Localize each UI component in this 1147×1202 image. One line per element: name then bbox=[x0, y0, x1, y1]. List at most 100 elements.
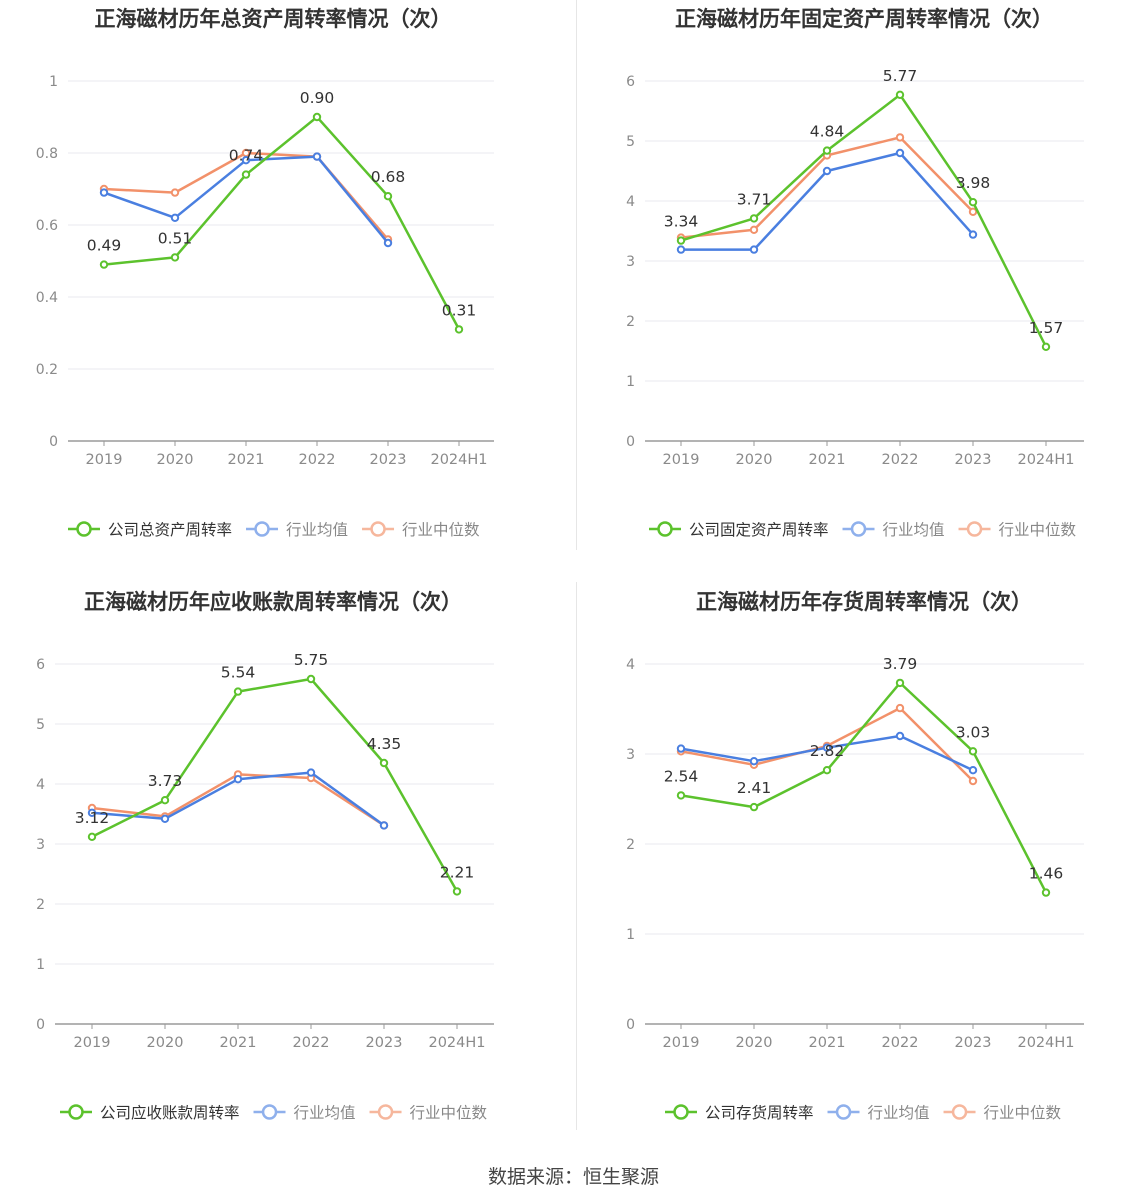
legend-marker-company bbox=[657, 521, 673, 537]
chart-svg: 正海磁材历年应收账款周转率情况（次） 0 1 2 3 4 5 6 2019 2020 2021 202… bbox=[36, 590, 494, 1122]
x-tick-label: 2024H1 bbox=[1017, 1035, 1074, 1051]
chart-receivable-turnover: 正海磁材历年应收账款周转率情况（次） 0 1 2 3 4 5 6 2019 2020 2021 202… bbox=[0, 583, 560, 1143]
y-tick-label: 2 bbox=[36, 897, 45, 913]
legend-label-company: 公司存货周转率 bbox=[705, 1104, 814, 1122]
chart-fixed-asset-turnover: 正海磁材历年固定资产周转率情况（次） 0 1 2 3 4 5 6 2019 2020 2021 202… bbox=[577, 0, 1137, 560]
chart-inventory-turnover: 正海磁材历年存货周转率情况（次） 0 1 2 3 4 2019 2020 2021 2022 202… bbox=[577, 583, 1137, 1143]
data-label: 2.54 bbox=[664, 767, 699, 785]
data-point-avg bbox=[170, 213, 180, 223]
x-tick-label: 2024H1 bbox=[430, 452, 487, 468]
data-point-company bbox=[1041, 342, 1051, 351]
data-label: 4.84 bbox=[810, 123, 845, 141]
data-label: 0.51 bbox=[158, 229, 193, 247]
legend-label-company: 公司应收账款周转率 bbox=[100, 1103, 240, 1122]
data-point-company bbox=[749, 802, 759, 812]
legend-label-avg: 行业均值 bbox=[286, 521, 348, 539]
x-tick-label: 2024H1 bbox=[428, 1035, 485, 1051]
data-point-avg bbox=[968, 766, 978, 775]
data-point-median bbox=[968, 207, 978, 217]
y-tick-label: 4 bbox=[626, 657, 635, 673]
data-point-avg bbox=[968, 230, 978, 239]
chart-total-asset-turnover: 正海磁材历年总资产周转率情况（次） 0 0.2 0.4 0.6 0.8 1 2019 2020 2… bbox=[0, 0, 560, 560]
data-point-company bbox=[1041, 888, 1051, 897]
y-tick-label: 1 bbox=[49, 74, 58, 90]
y-tick-label: 3 bbox=[36, 837, 45, 853]
data-point-median bbox=[968, 776, 978, 786]
series-line-company bbox=[680, 681, 1048, 894]
data-source-footer: 数据来源：恒生聚源 bbox=[487, 1166, 659, 1188]
data-point-avg bbox=[160, 814, 170, 824]
data-point-avg bbox=[241, 156, 251, 165]
y-tick-label: 5 bbox=[626, 134, 635, 150]
data-point-avg bbox=[676, 245, 686, 254]
x-tick-label: 2020 bbox=[157, 452, 194, 468]
y-tick-label: 5 bbox=[36, 717, 45, 733]
x-tick-label: 2021 bbox=[809, 452, 846, 468]
y-tick-label: 1 bbox=[626, 374, 635, 390]
data-point-company bbox=[676, 791, 686, 800]
legend-label-median: 行业中位数 bbox=[984, 1104, 1062, 1122]
legend-marker-company bbox=[68, 1104, 84, 1120]
data-point-company bbox=[968, 198, 978, 207]
data-point-median bbox=[895, 133, 905, 142]
y-tick-label: 1 bbox=[626, 927, 635, 943]
data-point-avg bbox=[676, 744, 686, 753]
legend-marker-median bbox=[377, 1104, 394, 1120]
legend-label-median: 行业中位数 bbox=[410, 1104, 488, 1122]
data-point-company bbox=[452, 887, 462, 896]
data-label: 2.41 bbox=[737, 779, 772, 797]
y-tick-label: 0.6 bbox=[36, 218, 58, 234]
data-point-avg bbox=[379, 821, 389, 830]
y-tick-label: 3 bbox=[626, 747, 635, 763]
data-label: 3.12 bbox=[75, 809, 110, 827]
legend-marker-avg bbox=[835, 1104, 852, 1120]
x-tick-label: 2022 bbox=[882, 1035, 919, 1051]
legend-label-avg: 行业均值 bbox=[883, 521, 945, 539]
x-tick-label: 2021 bbox=[809, 1035, 846, 1051]
legend-label-median: 行业中位数 bbox=[999, 521, 1077, 539]
x-tick-label: 2019 bbox=[663, 1035, 700, 1051]
y-tick-label: 4 bbox=[36, 777, 45, 793]
data-point-avg bbox=[822, 166, 832, 176]
y-tick-label: 2 bbox=[626, 314, 635, 330]
y-tick-label: 4 bbox=[626, 194, 635, 210]
legend-marker-company bbox=[673, 1104, 689, 1120]
chart-title: 正海磁材历年总资产周转率情况（次） bbox=[95, 7, 452, 31]
chart-title: 正海磁材历年应收账款周转率情况（次） bbox=[84, 590, 462, 614]
data-label: 5.54 bbox=[221, 664, 256, 682]
data-point-avg bbox=[306, 768, 316, 777]
legend-label-avg: 行业均值 bbox=[868, 1104, 930, 1122]
data-label: 0.90 bbox=[300, 89, 335, 107]
x-tick-label: 2019 bbox=[86, 452, 123, 468]
data-point-company bbox=[968, 747, 978, 756]
x-tick-label: 2023 bbox=[370, 452, 407, 468]
x-tick-label: 2019 bbox=[74, 1035, 111, 1051]
x-tick-label: 2020 bbox=[736, 452, 773, 468]
data-point-company bbox=[383, 192, 393, 201]
legend-marker-avg bbox=[261, 1104, 278, 1120]
data-point-company bbox=[87, 832, 97, 842]
y-tick-label: 6 bbox=[626, 74, 635, 90]
legend-label-median: 行业中位数 bbox=[402, 521, 480, 539]
x-tick-label: 2023 bbox=[366, 1035, 403, 1051]
data-point-median bbox=[895, 703, 905, 713]
data-point-company bbox=[895, 90, 905, 100]
y-tick-label: 0 bbox=[36, 1017, 45, 1033]
y-tick-label: 0.8 bbox=[36, 146, 58, 162]
series-line-avg bbox=[103, 155, 389, 244]
panel-divider-bottom bbox=[576, 582, 577, 1130]
data-point-avg bbox=[99, 188, 109, 197]
data-point-avg bbox=[233, 775, 243, 784]
data-point-company bbox=[454, 325, 464, 334]
x-tick-label: 2022 bbox=[299, 452, 336, 468]
legend-marker-avg bbox=[254, 521, 270, 537]
data-label: 2.21 bbox=[440, 863, 475, 881]
y-tick-label: 6 bbox=[36, 657, 45, 673]
data-point-company bbox=[233, 687, 243, 696]
x-tick-label: 2021 bbox=[220, 1035, 257, 1051]
x-tick-label: 2023 bbox=[955, 452, 992, 468]
data-label: 3.73 bbox=[148, 772, 183, 790]
data-point-company bbox=[170, 253, 180, 262]
y-tick-label: 0.4 bbox=[36, 290, 58, 306]
data-point-avg bbox=[895, 148, 905, 158]
